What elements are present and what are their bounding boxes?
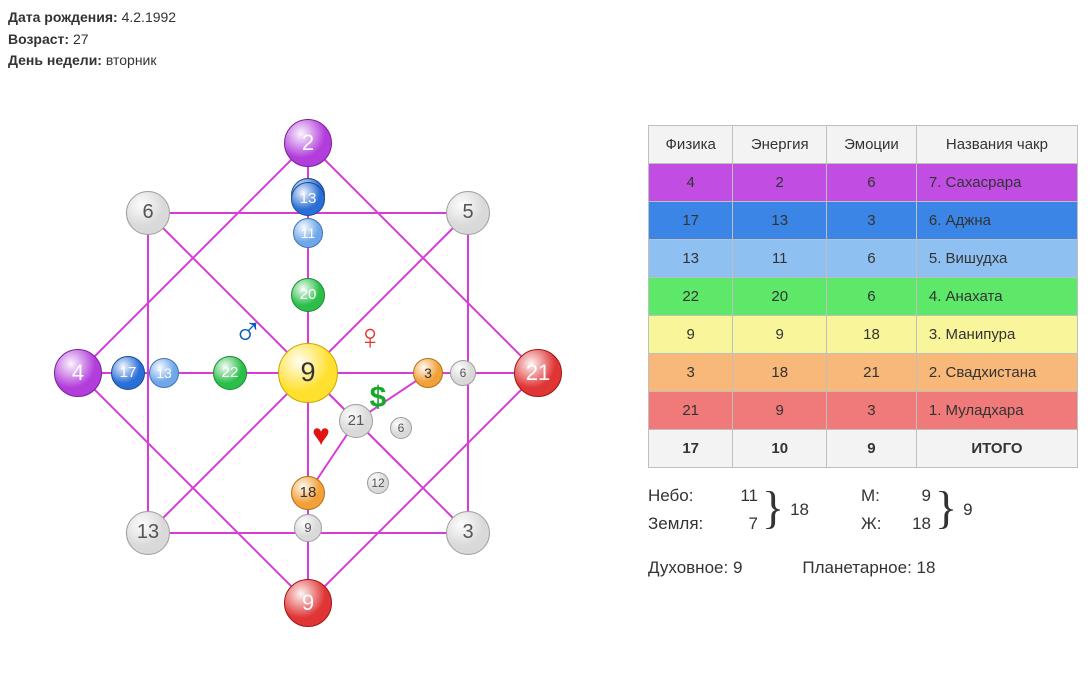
table-header: Названия чакр	[916, 125, 1077, 163]
matrix-node: 9	[294, 514, 322, 542]
matrix-node: 3	[413, 358, 443, 388]
matrix-node: 3	[446, 511, 490, 555]
matrix-node: 5	[446, 191, 490, 235]
table-row: 318212. Свадхистана	[649, 353, 1078, 391]
mars-icon: ♂	[233, 308, 263, 353]
matrix-node: 6	[126, 191, 170, 235]
matrix-node: 21	[514, 349, 562, 397]
table-header: Эмоции	[827, 125, 917, 163]
table-row: 21931. Муладхара	[649, 391, 1078, 429]
table-header: Физика	[649, 125, 733, 163]
summary-block: Небо:11 Земля:7 } 18 М:9 Ж:18 } 9 Духовн…	[648, 482, 1078, 578]
matrix-node: 18	[291, 476, 325, 510]
table-row: 4267. Сахасрара	[649, 163, 1078, 201]
table-row: 222064. Анахата	[649, 277, 1078, 315]
matrix-chart: 24219965133171311201713223618921612 ♂♀$♥	[8, 73, 608, 673]
table-header: Энергия	[733, 125, 827, 163]
matrix-node: 22	[213, 356, 247, 390]
venus-icon: ♀	[357, 316, 384, 358]
matrix-node: 6	[450, 360, 476, 386]
table-row: 131165. Вишудха	[649, 239, 1078, 277]
chakra-table: ФизикаЭнергияЭмоцииНазвания чакр 4267. С…	[648, 125, 1078, 468]
matrix-node: 13	[126, 511, 170, 555]
matrix-node: 4	[54, 349, 102, 397]
dollar-icon: $	[370, 381, 387, 415]
matrix-node: 20	[291, 278, 325, 312]
matrix-node: 11	[293, 218, 323, 248]
table-totals: 17109ИТОГО	[649, 429, 1078, 467]
matrix-node: 9	[284, 579, 332, 627]
matrix-node: 6	[390, 417, 412, 439]
header-weekday: День недели: вторник	[8, 51, 1082, 71]
matrix-node: 13	[291, 182, 325, 216]
header-age: Возраст: 27	[8, 30, 1082, 50]
heart-icon: ♥	[312, 419, 330, 453]
matrix-node: 17	[111, 356, 145, 390]
header-birthdate: Дата рождения: 4.2.1992	[8, 8, 1082, 28]
matrix-node: 12	[367, 472, 389, 494]
matrix-node: 2	[284, 119, 332, 167]
matrix-node: 21	[339, 404, 373, 438]
table-row: 99183. Манипура	[649, 315, 1078, 353]
matrix-node: 9	[278, 343, 338, 403]
table-row: 171336. Аджна	[649, 201, 1078, 239]
matrix-node: 13	[149, 358, 179, 388]
